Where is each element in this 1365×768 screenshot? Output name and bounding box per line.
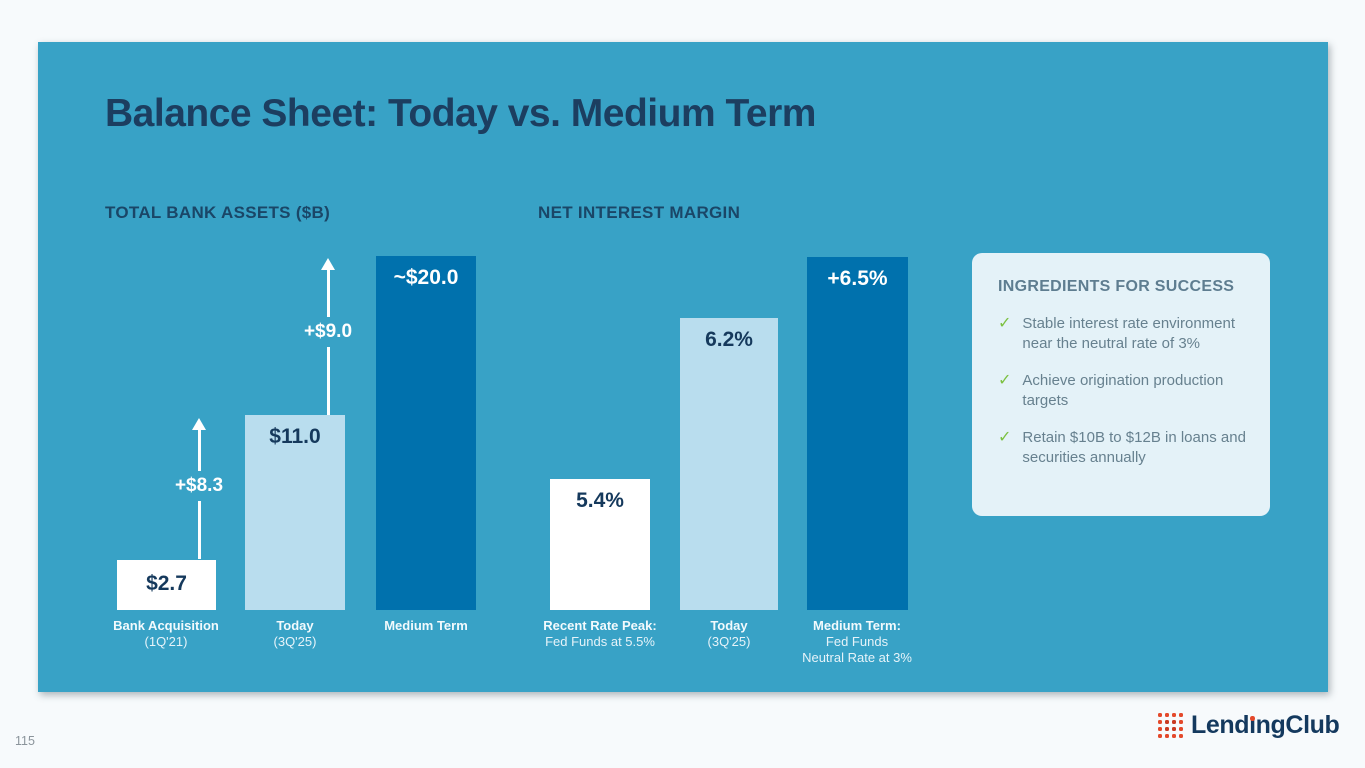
ingredient-item: ✓ Stable interest rate environment near …: [998, 314, 1246, 354]
category-line: Bank Acquisition: [113, 618, 219, 633]
slide-title: Balance Sheet: Today vs. Medium Term: [105, 92, 816, 135]
category-line: Neutral Rate at 3%: [802, 650, 912, 665]
ingredient-item: ✓ Retain $10B to $12B in loans and secur…: [998, 428, 1246, 468]
growth-annotation: +$8.3: [159, 471, 239, 501]
bar-bank-acquisition: $2.7: [117, 560, 216, 610]
logo-text-part: ngClub: [1255, 711, 1340, 739]
category-line: Medium Term:: [813, 618, 901, 633]
category-label-medium-term-nim: Medium Term: Fed Funds Neutral Rate at 3…: [772, 618, 942, 666]
category-label-medium-term-assets: Medium Term: [341, 618, 511, 634]
bar-today-assets: $11.0: [245, 415, 345, 610]
ingredient-text: Achieve origination production targets: [1022, 372, 1224, 409]
logo-text-part: Lend: [1191, 711, 1250, 739]
category-line: Recent Rate Peak:: [543, 618, 657, 633]
logo-i-red-dot: [1250, 716, 1255, 721]
bar-value-label: 5.4%: [576, 489, 624, 512]
lendingclub-logo: Lendı ngClub: [1158, 711, 1340, 740]
category-line: Today: [276, 618, 314, 633]
category-line: Medium Term: [384, 618, 468, 633]
category-line: (3Q'25): [707, 634, 751, 649]
category-line: Today: [710, 618, 748, 633]
lendingclub-logo-icon: [1158, 713, 1183, 738]
bar-value-label: $11.0: [269, 425, 321, 448]
ingredient-text: Retain $10B to $12B in loans and securit…: [1022, 429, 1246, 466]
category-line: Fed Funds: [825, 634, 889, 649]
logo-i-stem: ı: [1249, 711, 1256, 739]
ingredients-for-success-panel: INGREDIENTS FOR SUCCESS ✓ Stable interes…: [972, 253, 1270, 516]
bar-value-label: +6.5%: [827, 267, 888, 290]
category-label-recent-rate-peak: Recent Rate Peak: Fed Funds at 5.5%: [515, 618, 685, 650]
logo-letter-i: ı: [1249, 711, 1256, 739]
check-icon: ✓: [998, 372, 1012, 389]
bar-value-label: $2.7: [146, 572, 187, 595]
category-label-bank-acquisition: Bank Acquisition (1Q'21): [81, 618, 251, 650]
bar-today-nim: 6.2%: [680, 318, 778, 610]
page-number: 115: [15, 734, 35, 748]
category-label-today-assets: Today (3Q'25): [210, 618, 380, 650]
bar-recent-rate-peak: 5.4%: [550, 479, 650, 610]
bar-medium-term-assets: ~$20.0: [376, 256, 476, 610]
chart-title-total-bank-assets: TOTAL BANK ASSETS ($B): [105, 203, 331, 222]
bar-value-label: ~$20.0: [393, 266, 459, 289]
check-icon: ✓: [998, 429, 1012, 446]
ingredients-title: INGREDIENTS FOR SUCCESS: [998, 278, 1235, 295]
category-label-today-nim: Today (3Q'25): [644, 618, 814, 650]
growth-annotation: +$9.0: [288, 317, 368, 347]
ingredient-text: Stable interest rate environment near th…: [1022, 315, 1236, 352]
chart-title-net-interest-margin: NET INTEREST MARGIN: [538, 203, 741, 222]
category-line: Fed Funds at 5.5%: [545, 634, 655, 649]
check-icon: ✓: [998, 315, 1012, 332]
presentation-slide: Balance Sheet: Today vs. Medium Term TOT…: [38, 42, 1328, 692]
bar-value-label: 6.2%: [705, 328, 753, 351]
lendingclub-logo-text: Lendı ngClub: [1191, 711, 1340, 740]
ingredient-item: ✓ Achieve origination production targets: [998, 371, 1246, 411]
bar-medium-term-nim: +6.5%: [807, 257, 908, 610]
category-line: (3Q'25): [273, 634, 317, 649]
category-line: (1Q'21): [144, 634, 188, 649]
